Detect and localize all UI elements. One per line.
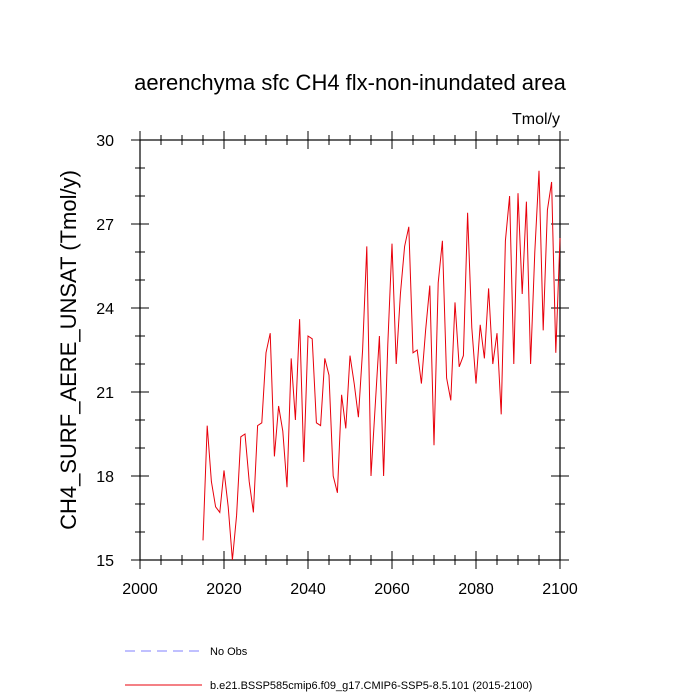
y-tick-label: 18 xyxy=(96,469,114,486)
legend: No Obs b.e21.BSSP585cmip6.f09_g17.CMIP6-S… xyxy=(125,646,532,692)
y-tick-label: 30 xyxy=(96,133,114,150)
chart-title: aerenchyma sfc CH4 flx-non-inundated are… xyxy=(134,70,566,95)
y-tick-label: 27 xyxy=(96,217,114,234)
y-tick-label: 24 xyxy=(96,301,114,318)
x-tick-label: 2080 xyxy=(458,581,494,598)
series-line-1 xyxy=(202,170,561,561)
x-tick-label: 2040 xyxy=(290,581,326,598)
axis-ticks xyxy=(131,131,569,569)
series-layer xyxy=(202,170,561,561)
x-tick-label: 2020 xyxy=(206,581,242,598)
legend-label-1: No Obs xyxy=(210,646,248,658)
y-tick-label: 15 xyxy=(96,553,114,570)
plot-frame xyxy=(139,139,561,561)
x-tick-label: 2060 xyxy=(374,581,410,598)
y-axis-label: CH4_SURF_AERE_UNSAT (Tmol/y) xyxy=(56,170,81,530)
axis-tick-labels: 2000 2020 2040 2060 2080 2100 15 18 21 24 27 30 xyxy=(96,133,578,598)
legend-label-2: b.e21.BSSP585cmip6.f09_g17.CMIP6-SSP5-8.… xyxy=(210,680,532,692)
units-label: Tmol/y xyxy=(512,111,560,128)
x-tick-label: 2100 xyxy=(542,581,578,598)
x-tick-label: 2000 xyxy=(122,581,158,598)
y-tick-label: 21 xyxy=(96,385,114,402)
